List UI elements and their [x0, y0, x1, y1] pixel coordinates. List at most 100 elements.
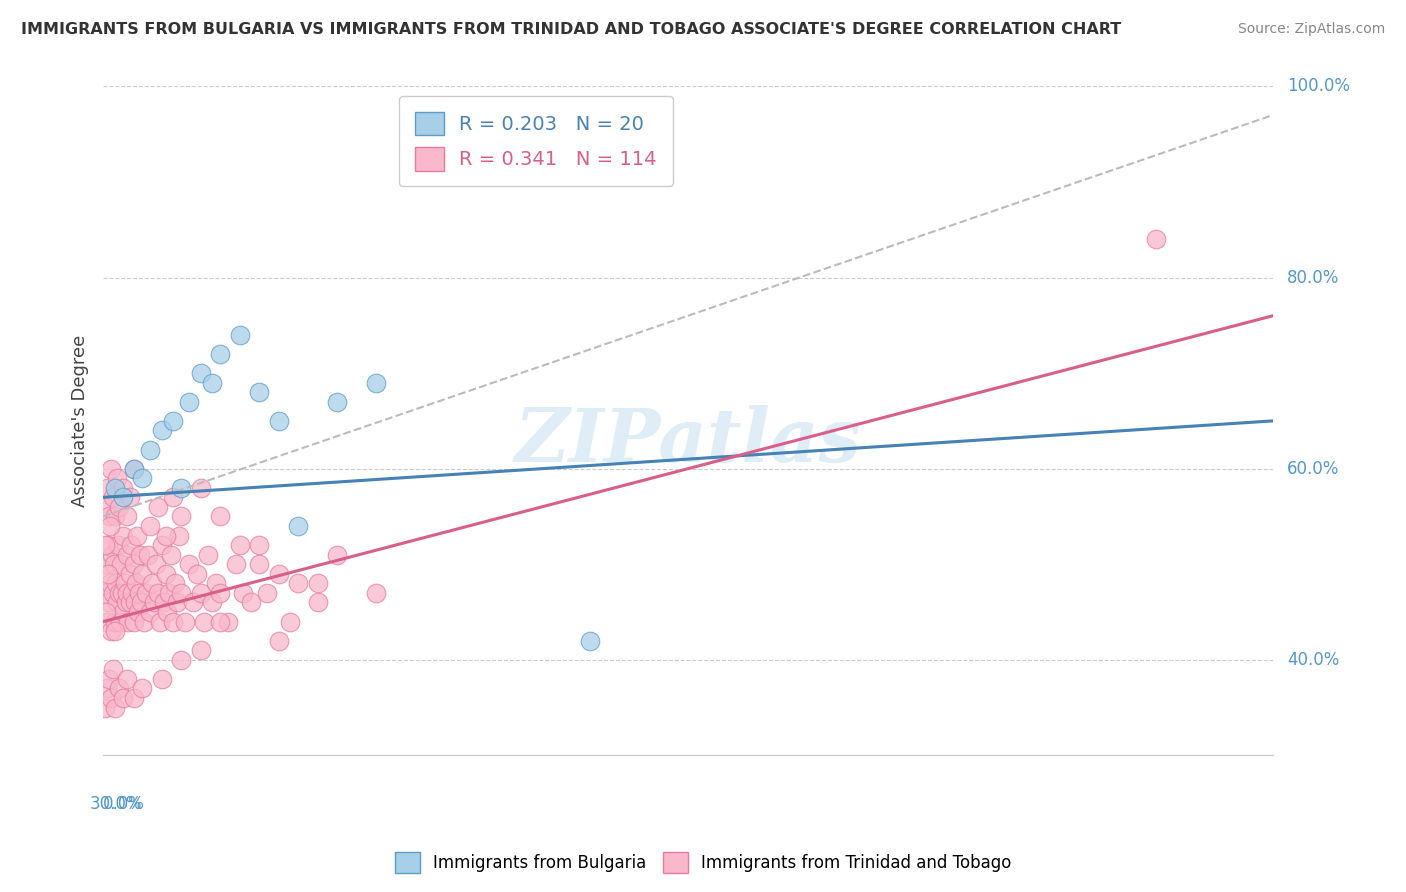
Point: [94, 700, 117, 714]
Point: [115, 672, 138, 686]
Point: [152, 595, 174, 609]
Point: [146, 500, 169, 514]
Point: [267, 633, 290, 648]
Point: [205, 576, 228, 591]
Point: [162, 615, 184, 629]
Point: [107, 681, 129, 696]
Point: [160, 548, 183, 562]
Point: [104, 700, 127, 714]
Point: [228, 327, 250, 342]
Point: [155, 528, 177, 542]
Point: [127, 528, 149, 542]
Point: [177, 558, 200, 572]
Point: [97, 538, 120, 552]
Point: [307, 595, 329, 609]
Point: [111, 481, 134, 495]
Point: [364, 586, 387, 600]
Point: [115, 509, 138, 524]
Point: [124, 461, 146, 475]
Point: [209, 586, 232, 600]
Point: [209, 509, 232, 524]
Point: [155, 566, 177, 581]
Point: [122, 615, 145, 629]
Point: [247, 538, 270, 552]
Point: [364, 376, 387, 390]
Point: [287, 576, 309, 591]
Point: [118, 566, 141, 581]
Point: [136, 548, 159, 562]
Point: [104, 624, 127, 639]
Point: [111, 586, 134, 600]
Point: [108, 615, 131, 629]
Point: [157, 586, 180, 600]
Point: [139, 442, 162, 457]
Point: [256, 586, 278, 600]
Point: [232, 586, 254, 600]
Point: [114, 576, 136, 591]
Point: [96, 481, 118, 495]
Point: [165, 576, 187, 591]
Point: [142, 595, 165, 609]
Point: [131, 566, 153, 581]
Point: [98, 509, 121, 524]
Point: [132, 615, 155, 629]
Point: [193, 615, 215, 629]
Point: [124, 691, 146, 706]
Point: [101, 491, 124, 505]
Point: [98, 595, 121, 609]
Point: [96, 605, 118, 619]
Point: [326, 548, 349, 562]
Text: 0.0%: 0.0%: [103, 796, 145, 814]
Text: 30.0%: 30.0%: [90, 796, 142, 814]
Point: [115, 548, 138, 562]
Point: [129, 548, 152, 562]
Point: [443, 165, 465, 179]
Point: [156, 605, 179, 619]
Point: [166, 595, 188, 609]
Point: [150, 672, 173, 686]
Text: 60.0%: 60.0%: [1286, 459, 1339, 478]
Point: [174, 615, 197, 629]
Point: [117, 586, 139, 600]
Point: [124, 558, 146, 572]
Point: [110, 558, 132, 572]
Point: [1144, 232, 1167, 246]
Point: [100, 624, 122, 639]
Point: [120, 491, 142, 505]
Point: [170, 481, 193, 495]
Point: [579, 633, 602, 648]
Point: [307, 576, 329, 591]
Point: [125, 576, 148, 591]
Point: [107, 586, 129, 600]
Point: [150, 538, 173, 552]
Point: [190, 481, 212, 495]
Point: [170, 509, 193, 524]
Text: 80.0%: 80.0%: [1286, 268, 1339, 286]
Point: [105, 595, 128, 609]
Point: [96, 615, 118, 629]
Point: [228, 538, 250, 552]
Point: [124, 461, 146, 475]
Point: [162, 491, 184, 505]
Point: [111, 691, 134, 706]
Point: [131, 471, 153, 485]
Point: [217, 615, 239, 629]
Point: [98, 519, 121, 533]
Point: [100, 548, 122, 562]
Point: [120, 595, 142, 609]
Point: [326, 394, 349, 409]
Point: [112, 605, 135, 619]
Point: [131, 595, 153, 609]
Point: [225, 558, 247, 572]
Legend: Immigrants from Bulgaria, Immigrants from Trinidad and Tobago: Immigrants from Bulgaria, Immigrants fro…: [388, 846, 1018, 880]
Point: [141, 576, 163, 591]
Point: [197, 548, 219, 562]
Text: IMMIGRANTS FROM BULGARIA VS IMMIGRANTS FROM TRINIDAD AND TOBAGO ASSOCIATE'S DEGR: IMMIGRANTS FROM BULGARIA VS IMMIGRANTS F…: [21, 22, 1122, 37]
Point: [145, 558, 167, 572]
Point: [278, 615, 301, 629]
Point: [149, 615, 172, 629]
Text: ZIPatlas: ZIPatlas: [515, 405, 862, 477]
Text: 40.0%: 40.0%: [1286, 651, 1339, 669]
Point: [94, 538, 117, 552]
Point: [139, 605, 162, 619]
